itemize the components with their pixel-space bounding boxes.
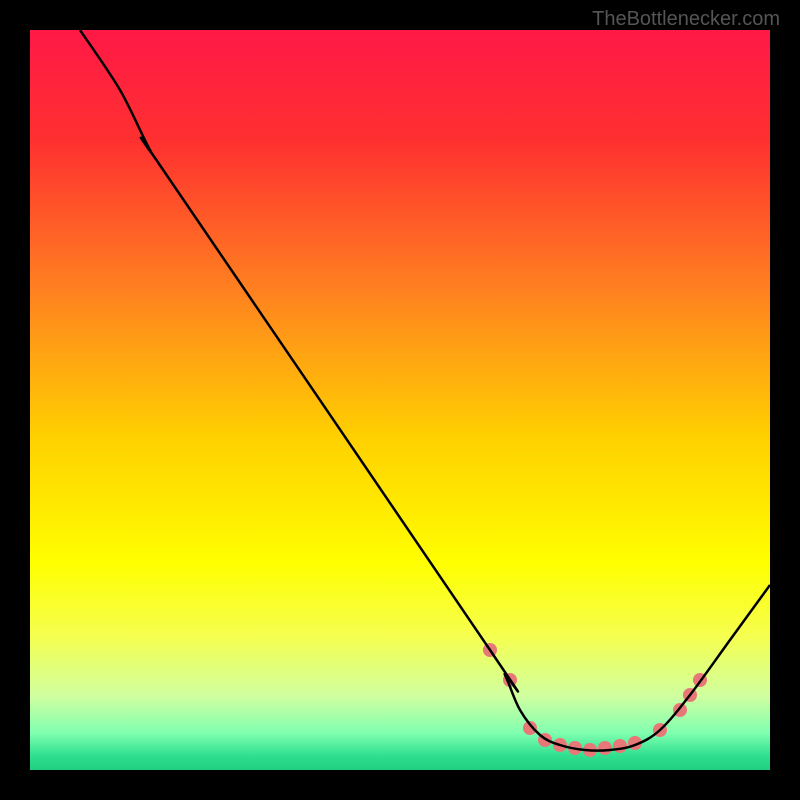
data-marker xyxy=(598,741,612,755)
chart-plot-area xyxy=(30,30,770,770)
curve-layer xyxy=(30,30,770,770)
watermark-text: TheBottlenecker.com xyxy=(592,8,780,31)
data-marker xyxy=(613,739,627,753)
bottleneck-curve xyxy=(80,30,770,751)
markers-group xyxy=(483,643,707,757)
